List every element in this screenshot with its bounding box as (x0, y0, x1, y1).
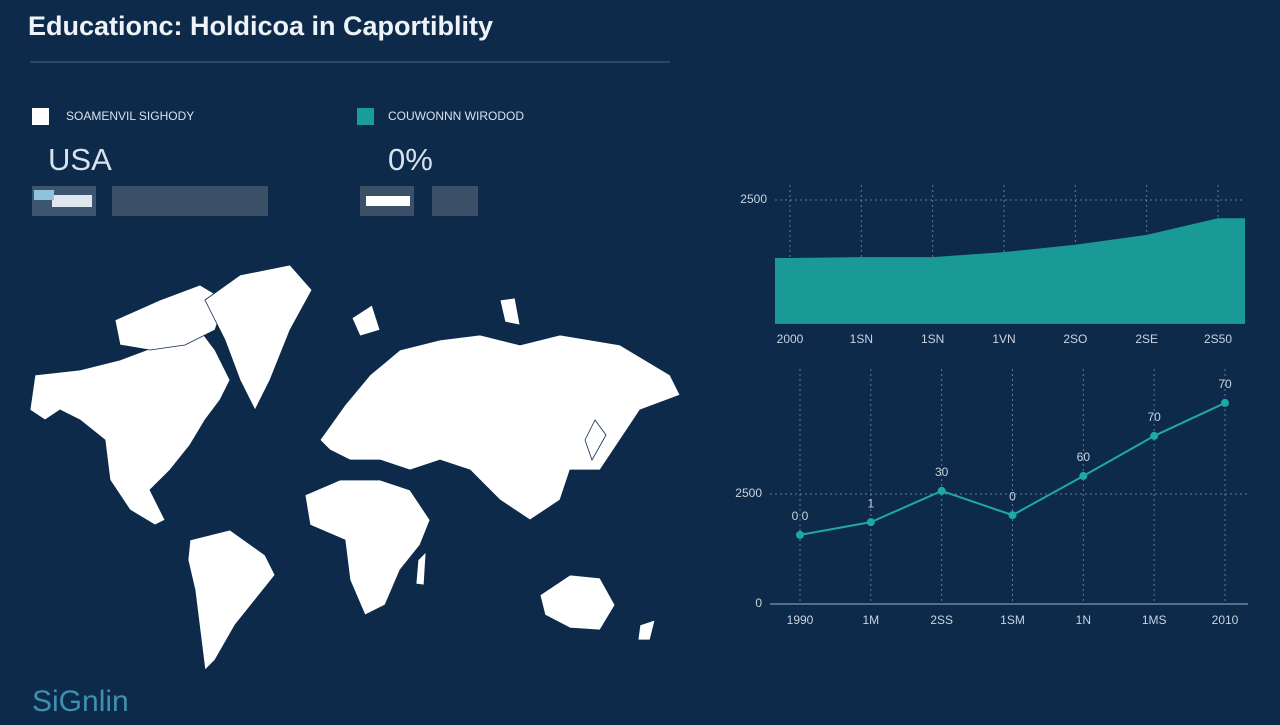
x-tick-label: 1M (862, 613, 879, 627)
title: Educationc: Holdicoa in Caportiblity (28, 11, 493, 41)
continent (539, 574, 616, 631)
point (866, 518, 875, 527)
x-tick-label: 1MS (1142, 613, 1167, 627)
point (796, 530, 804, 539)
area (775, 218, 1245, 323)
legend-swatch (32, 108, 49, 125)
continent (304, 479, 431, 616)
field (366, 196, 410, 206)
x-tick-label: 1990 (787, 613, 814, 627)
x-tick-label: 2010 (1212, 613, 1239, 627)
point-annotation: 30 (935, 465, 949, 479)
point-annotation: 1 (867, 496, 874, 510)
x-tick-label: 2000 (777, 332, 804, 346)
x-tick-label: 2SO (1063, 332, 1087, 346)
island (351, 304, 381, 337)
field (34, 190, 54, 200)
continent (319, 334, 681, 521)
point-annotation: 70 (1147, 410, 1161, 424)
point-annotation: 0 (1009, 489, 1016, 503)
legend-label: SOAMENVIL SIGHODY (66, 109, 194, 123)
y-tick-label: 0 (755, 596, 762, 610)
point (1221, 398, 1229, 407)
point (937, 486, 946, 495)
x-tick-label: 1SN (850, 332, 873, 346)
point (1079, 471, 1088, 480)
field (52, 195, 92, 207)
point-annotation: 0 0 (792, 509, 809, 523)
island (415, 550, 427, 586)
continent (114, 284, 226, 351)
point-annotation: 70 (1218, 377, 1232, 391)
continent (204, 264, 313, 411)
footer-text: SiGnlin (32, 685, 129, 718)
y-tick-label: 2500 (735, 486, 762, 500)
field (432, 186, 478, 216)
x-tick-label: 2SS (930, 613, 953, 627)
island (584, 419, 607, 461)
world-map (29, 264, 681, 671)
x-tick-label: 2S50 (1204, 332, 1232, 346)
y-tick-label: 2500 (740, 192, 767, 206)
point-annotation: 60 (1077, 450, 1091, 464)
x-tick-label: 2SE (1135, 332, 1158, 346)
metric-value: 0% (388, 142, 433, 177)
point (1150, 431, 1159, 440)
point (1008, 511, 1017, 520)
metric-value: USA (48, 142, 112, 177)
x-tick-label: 1VN (992, 332, 1015, 346)
island (637, 619, 656, 641)
x-tick-label: 1N (1076, 613, 1091, 627)
field (112, 186, 268, 216)
island (499, 297, 521, 326)
legend-swatch (357, 108, 374, 125)
x-tick-label: 1SM (1000, 613, 1025, 627)
x-tick-label: 1SN (921, 332, 944, 346)
legend-label: COUWONNN WIRODOD (388, 109, 524, 123)
continent (187, 529, 276, 671)
